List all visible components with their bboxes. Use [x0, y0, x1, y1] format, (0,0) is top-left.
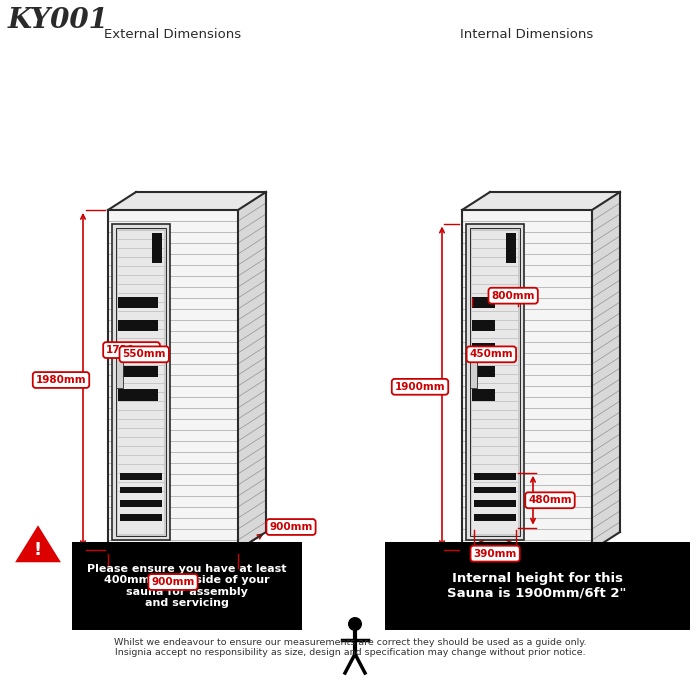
Bar [152, 232, 162, 263]
Bar [120, 500, 162, 507]
Text: External Dimensions: External Dimensions [104, 28, 242, 41]
Bar [472, 320, 495, 331]
Polygon shape [472, 230, 518, 533]
Bar [472, 389, 495, 400]
Bar [472, 297, 495, 308]
Text: Internal Dimensions: Internal Dimensions [461, 28, 594, 41]
Text: 800mm: 800mm [491, 290, 535, 301]
Polygon shape [116, 228, 167, 536]
Bar [118, 320, 158, 331]
Bar [118, 343, 158, 354]
Circle shape [348, 617, 362, 631]
Text: 900mm: 900mm [151, 577, 195, 587]
Polygon shape [470, 228, 520, 536]
Polygon shape [462, 210, 592, 550]
Text: 480mm: 480mm [528, 496, 572, 505]
Text: 390mm: 390mm [473, 549, 517, 559]
Bar [472, 343, 495, 354]
Bar [475, 500, 516, 507]
Bar [118, 366, 158, 377]
Text: KY001: KY001 [8, 7, 109, 34]
Bar [506, 232, 517, 263]
Bar [118, 389, 158, 400]
Text: Internal height for this
Sauna is 1900mm/6ft 2": Internal height for this Sauna is 1900mm… [447, 572, 626, 600]
Text: 900mm: 900mm [270, 522, 313, 532]
Text: 1900mm: 1900mm [395, 382, 445, 392]
Bar [72, 542, 302, 630]
Text: Whilst we endeavour to ensure our measurements are correct they should be used a: Whilst we endeavour to ensure our measur… [113, 638, 587, 657]
Bar [120, 514, 162, 521]
Bar [475, 473, 516, 480]
Bar [385, 542, 690, 630]
Bar [472, 366, 495, 377]
Polygon shape [112, 223, 170, 540]
Bar [470, 356, 477, 388]
Bar [475, 514, 516, 521]
Text: !: ! [34, 541, 42, 559]
Polygon shape [466, 223, 524, 540]
Bar [120, 473, 162, 480]
Polygon shape [462, 192, 620, 210]
Bar [475, 486, 516, 493]
Text: 550mm: 550mm [122, 349, 166, 359]
Polygon shape [118, 230, 164, 533]
Text: 450mm: 450mm [470, 349, 513, 359]
Polygon shape [238, 192, 266, 550]
Bar [120, 486, 162, 493]
Bar [116, 356, 123, 388]
Text: 1730mm: 1730mm [106, 345, 157, 355]
Bar [118, 297, 158, 308]
Text: 1980mm: 1980mm [36, 375, 86, 385]
Polygon shape [108, 192, 266, 210]
Polygon shape [108, 210, 238, 550]
Polygon shape [12, 522, 64, 564]
Polygon shape [592, 192, 620, 550]
Text: Please ensure you have at least
400mm either side of your
sauna for assembly
and: Please ensure you have at least 400mm ei… [88, 564, 287, 608]
